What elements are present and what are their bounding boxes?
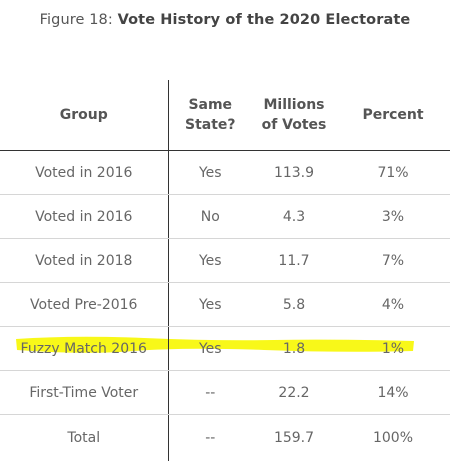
table-row: Voted Pre-2016 Yes 5.8 4% (0, 283, 450, 327)
cell-group: Fuzzy Match 2016 (0, 327, 168, 371)
cell-percent: 14% (336, 371, 450, 415)
table-row: Voted in 2018 Yes 11.7 7% (0, 239, 450, 283)
table-row: Voted in 2016 No 4.3 3% (0, 195, 450, 239)
cell-same-state: Yes (168, 151, 252, 195)
header-votes-line2: of Votes (262, 117, 327, 133)
header-votes-line1: Millions (263, 97, 324, 113)
total-row: Total -- 159.7 100% (0, 415, 450, 461)
table-row: Voted in 2016 Yes 113.9 71% (0, 151, 450, 195)
cell-percent: 4% (336, 283, 450, 327)
cell-votes: 113.9 (252, 151, 336, 195)
figure-title-bold: Vote History of the 2020 Electorate (118, 12, 411, 28)
cell-percent: 7% (336, 239, 450, 283)
cell-group: Voted Pre-2016 (0, 283, 168, 327)
vote-history-table: Group Same State? Millions of Votes Perc… (0, 80, 450, 461)
cell-same-state: Yes (168, 327, 252, 371)
header-same-state-line2: State? (185, 117, 236, 133)
cell-percent: 1% (336, 327, 450, 371)
header-votes: Millions of Votes (252, 80, 336, 151)
header-same-state-line1: Same (188, 97, 232, 113)
cell-percent: 100% (336, 415, 450, 461)
cell-votes: 4.3 (252, 195, 336, 239)
cell-votes: 11.7 (252, 239, 336, 283)
cell-same-state: Yes (168, 283, 252, 327)
cell-votes: 5.8 (252, 283, 336, 327)
cell-same-state: No (168, 195, 252, 239)
cell-percent: 71% (336, 151, 450, 195)
figure-title-prefix: Figure 18: (40, 12, 113, 28)
cell-percent: 3% (336, 195, 450, 239)
cell-votes: 159.7 (252, 415, 336, 461)
header-percent: Percent (336, 80, 450, 151)
table-row-highlighted: Fuzzy Match 2016 Yes 1.8 1% (0, 327, 450, 371)
cell-group: Voted in 2016 (0, 195, 168, 239)
header-same-state: Same State? (168, 80, 252, 151)
cell-group: Voted in 2018 (0, 239, 168, 283)
cell-group: Total (0, 415, 168, 461)
cell-same-state: -- (168, 371, 252, 415)
figure-title: Figure 18: Vote History of the 2020 Elec… (0, 12, 450, 28)
cell-votes: 22.2 (252, 371, 336, 415)
cell-same-state: Yes (168, 239, 252, 283)
table-row: First-Time Voter -- 22.2 14% (0, 371, 450, 415)
cell-same-state: -- (168, 415, 252, 461)
cell-votes: 1.8 (252, 327, 336, 371)
cell-group: Voted in 2016 (0, 151, 168, 195)
header-row: Group Same State? Millions of Votes Perc… (0, 80, 450, 151)
cell-group: First-Time Voter (0, 371, 168, 415)
header-group: Group (0, 80, 168, 151)
